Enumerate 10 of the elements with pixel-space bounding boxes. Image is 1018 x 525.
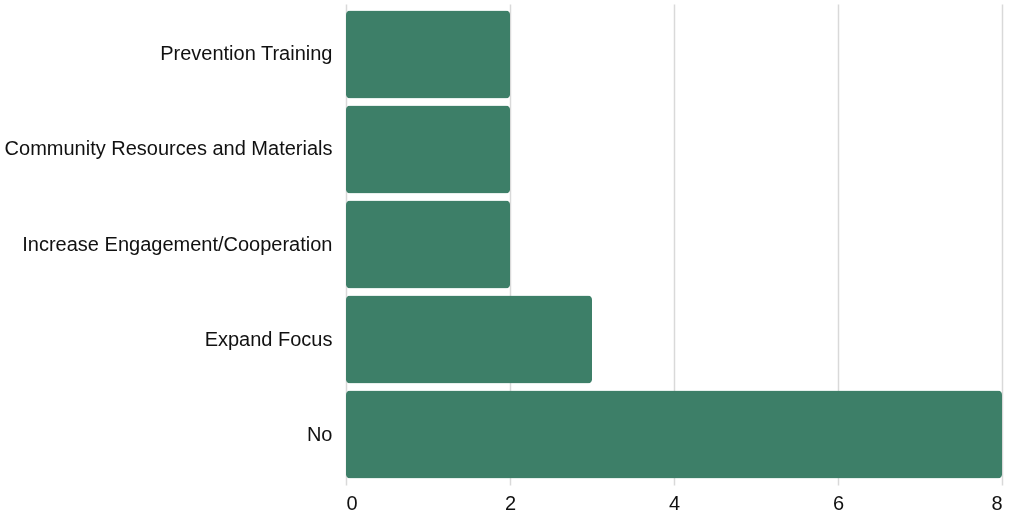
x-tick-label: 0 <box>346 491 358 514</box>
x-tick-label: 4 <box>668 491 681 514</box>
y-tick-label: Increase Engagement/Cooperation <box>22 232 333 255</box>
y-tick-label: Prevention Training <box>160 42 333 65</box>
x-tick-label: 2 <box>504 491 517 514</box>
y-tick-label: Community Resources and Materials <box>4 137 333 160</box>
y-tick-label: Expand Focus <box>204 327 333 350</box>
x-tick-label: 8 <box>991 491 1003 514</box>
x-tick-label: 6 <box>832 491 845 514</box>
y-tick-label: No <box>306 422 333 445</box>
